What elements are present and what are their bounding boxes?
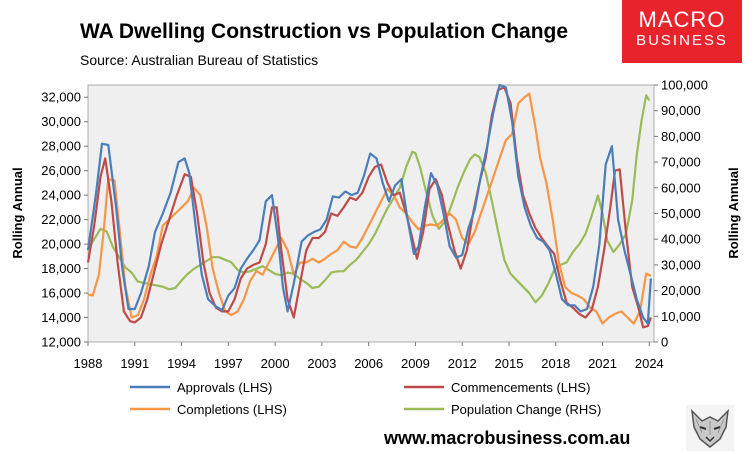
y-right-tick-label: 0	[661, 335, 668, 350]
y-right-tick-label: 60,000	[661, 180, 701, 195]
legend-label: Approvals (LHS)	[177, 380, 272, 395]
y-right-tick-label: 20,000	[661, 283, 701, 298]
x-axis: 1988 1991 1994 1997 2000 2003 2006 2009 2012 2015…	[74, 342, 664, 371]
approvals-line	[86, 83, 652, 325]
series-lines	[86, 83, 652, 329]
y-right-tick-label: 40,000	[661, 232, 701, 247]
x-tick-label: 2024	[635, 356, 664, 371]
x-tick-label: 1988	[74, 356, 103, 371]
x-tick-label: 1991	[120, 356, 149, 371]
wolf-mascot-icon	[686, 405, 734, 451]
commencements-line	[86, 86, 652, 329]
y-left-tick-label: 16,000	[41, 286, 81, 301]
logo-line-1: MACRO	[638, 7, 726, 32]
y-right-tick-label: 10,000	[661, 309, 701, 324]
y-axis-right: 0 10,000 20,000 30,000 40,000 50,000 60,000 70,…	[654, 78, 708, 350]
x-tick-label: 1994	[167, 356, 196, 371]
legend-label: Population Change (RHS)	[451, 402, 601, 417]
chart-title: WA Dwelling Construction vs Population C…	[80, 20, 569, 43]
y-axis-left-title-group: Rolling Annual	[10, 167, 25, 258]
y-axis-right-title: Rolling Annual	[726, 167, 741, 258]
x-tick-label: 1997	[214, 356, 243, 371]
y-left-tick-label: 18,000	[41, 261, 81, 276]
legend-label: Commencements (LHS)	[451, 380, 590, 395]
y-left-tick-label: 30,000	[41, 114, 81, 129]
x-tick-label: 2006	[354, 356, 383, 371]
y-left-tick-label: 28,000	[41, 139, 81, 154]
legend-label: Completions (LHS)	[177, 402, 287, 417]
y-axis-right-title-group: Rolling Annual	[726, 167, 741, 258]
y-left-tick-label: 24,000	[41, 188, 81, 203]
x-tick-label: 2021	[588, 356, 617, 371]
x-tick-label: 2009	[401, 356, 430, 371]
y-axis-left: 12,000 14,000 16,000 18,000 20,000 22,000 24,0…	[41, 90, 88, 350]
completions-line	[87, 92, 652, 325]
x-tick-label: 2000	[261, 356, 290, 371]
y-left-tick-label: 20,000	[41, 237, 81, 252]
x-tick-label: 2018	[541, 356, 570, 371]
x-tick-label: 2012	[448, 356, 477, 371]
y-right-tick-label: 30,000	[661, 257, 701, 272]
macrobusiness-logo: MACRO BUSINESS	[622, 0, 742, 63]
y-left-tick-label: 26,000	[41, 163, 81, 178]
legend: Approvals (LHS) Commencements (LHS) Comple…	[130, 380, 601, 417]
chart-source: Source: Australian Bureau of Statistics	[80, 52, 319, 68]
y-right-tick-label: 50,000	[661, 206, 701, 221]
y-left-tick-label: 32,000	[41, 90, 81, 105]
y-right-tick-label: 70,000	[661, 155, 701, 170]
population-change-line	[87, 94, 651, 304]
y-right-tick-label: 100,000	[661, 78, 708, 93]
y-axis-left-title: Rolling Annual	[10, 167, 25, 258]
logo-line-2: BUSINESS	[636, 32, 728, 49]
y-right-tick-label: 80,000	[661, 129, 701, 144]
plot-area	[87, 84, 655, 343]
y-left-tick-label: 12,000	[41, 335, 81, 350]
x-tick-label: 2015	[495, 356, 524, 371]
website-url: www.macrobusiness.com.au	[384, 428, 631, 448]
y-left-tick-label: 22,000	[41, 212, 81, 227]
y-right-tick-label: 90,000	[661, 103, 701, 118]
y-left-tick-label: 14,000	[41, 310, 81, 325]
x-tick-label: 2003	[307, 356, 336, 371]
